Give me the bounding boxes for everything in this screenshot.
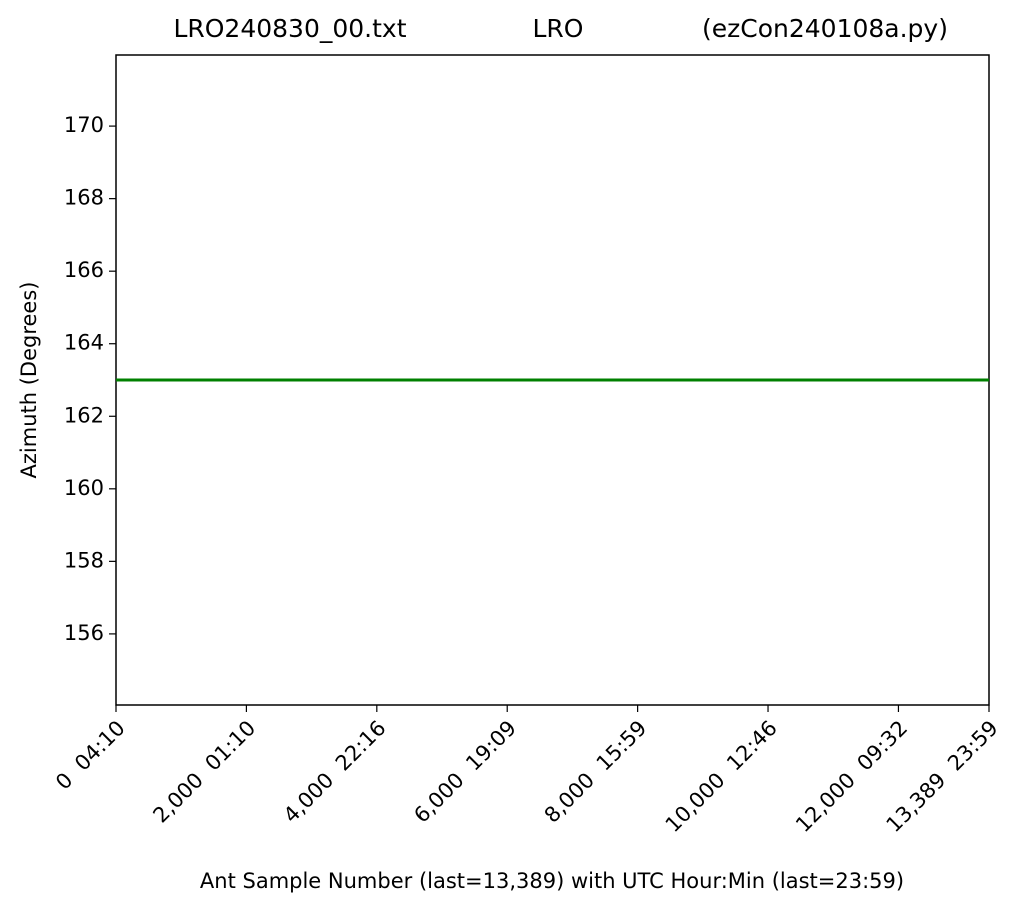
y-tick-label: 158 [64, 548, 104, 572]
x-tick-label: 10,000 12:46 [661, 716, 782, 837]
x-axis-label: Ant Sample Number (last=13,389) with UTC… [200, 869, 904, 893]
x-tick-label: 0 04:10 [51, 716, 130, 795]
x-tick-label: 8,000 15:59 [540, 716, 652, 828]
y-tick-label: 170 [64, 113, 104, 137]
y-tick-label: 156 [64, 621, 104, 645]
y-axis-label: Azimuth (Degrees) [17, 282, 41, 479]
x-tick-label: 4,000 22:16 [279, 716, 391, 828]
x-tick-label: 2,000 01:10 [148, 716, 260, 828]
y-tick-label: 164 [64, 331, 104, 355]
x-tick-label: 6,000 19:09 [409, 716, 521, 828]
y-tick-label: 162 [64, 403, 104, 427]
chart-title: (ezCon240108a.py) [702, 14, 948, 43]
y-tick-label: 168 [64, 186, 104, 210]
chart-title: LRO [533, 14, 584, 43]
y-tick-label: 160 [64, 476, 104, 500]
y-tick-label: 166 [64, 258, 104, 282]
chart-title: LRO240830_00.txt [173, 14, 406, 43]
